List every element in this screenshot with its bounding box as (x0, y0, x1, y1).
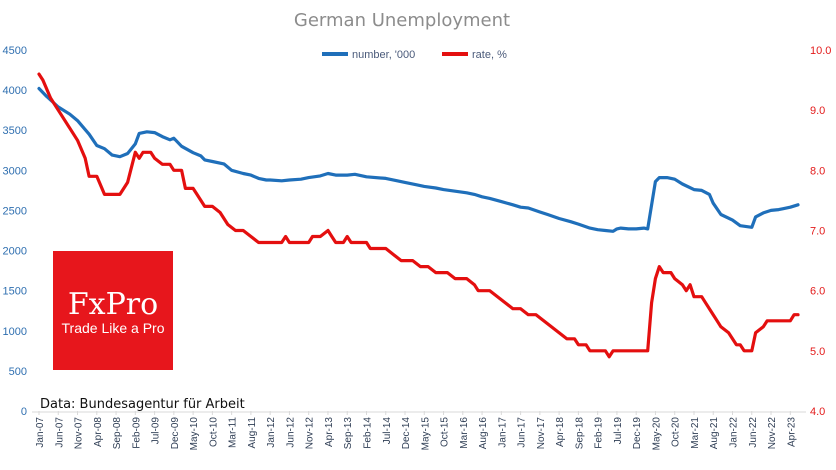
y-left-tick-label: 0 (21, 406, 27, 418)
x-tick-label: Apr-08 (93, 417, 104, 447)
y-right-tick-label: 6.0 (810, 286, 825, 298)
y-left-tick-label: 500 (9, 366, 27, 378)
y-left-tick-label: 1000 (3, 326, 27, 338)
x-tick-label: Dec-09 (170, 417, 181, 450)
data-source: Data: Bundesagentur für Arbeit (40, 397, 245, 412)
x-tick-label: Sep-13 (343, 417, 354, 450)
logo: FxPro Trade Like a Pro (53, 251, 173, 370)
x-tick-label: May-20 (651, 417, 662, 451)
right-axis: 4.0 5.0 6.0 7.0 8.0 9.0 10.0 (810, 45, 831, 418)
x-tick-label: Oct-20 (671, 417, 682, 447)
x-tick-label: Nov-17 (536, 417, 547, 450)
x-tick-label: Jul-09 (151, 417, 162, 445)
y-left-tick-label: 4500 (3, 45, 27, 57)
x-tick-label: Jan-12 (266, 417, 277, 448)
x-tick-label: Mar-16 (459, 417, 470, 449)
x-tick-label: Oct-15 (440, 417, 451, 447)
x-tick-label: Mar-11 (228, 417, 239, 448)
x-tick-label: Jul-19 (613, 417, 624, 445)
x-tick-label: Jan-17 (497, 417, 508, 448)
x-tick-label: Sep-08 (112, 417, 123, 450)
series-line-rate (37, 72, 800, 359)
x-tick-label: Jun-17 (517, 417, 528, 448)
y-right-tick-label: 10.0 (810, 45, 831, 57)
x-tick-label: Dec-19 (632, 417, 643, 450)
x-tick-label: Apr-18 (555, 417, 566, 447)
x-tick-label: Aug-16 (478, 417, 489, 450)
x-tick-label: Jul-14 (382, 417, 393, 445)
x-tick-label: Nov-07 (74, 417, 85, 450)
y-left-tick-label: 2000 (3, 246, 27, 258)
logo-tagline: Trade Like a Pro (62, 320, 165, 336)
y-right-tick-label: 8.0 (810, 165, 825, 177)
x-tick-label: Apr-23 (786, 417, 797, 447)
x-tick-label: May-15 (420, 417, 431, 451)
y-left-tick-label: 3000 (3, 165, 27, 177)
x-tick-label: Jun-07 (54, 417, 65, 448)
x-tick-label: Oct-10 (208, 417, 219, 447)
x-tick-label: Sep-18 (574, 417, 585, 450)
x-tick-label: Nov-12 (305, 417, 316, 450)
y-left-tick-label: 4000 (3, 85, 27, 97)
legend-label-number: number, '000 (352, 49, 415, 61)
y-right-tick-label: 9.0 (810, 105, 825, 117)
x-tick-label: Jan-22 (729, 417, 740, 448)
y-right-tick-label: 7.0 (810, 226, 825, 238)
x-tick-label: Apr-13 (324, 417, 335, 447)
chart-title: German Unemployment (294, 10, 510, 31)
x-tick-label: Dec-14 (401, 417, 412, 450)
y-left-tick-label: 3500 (3, 125, 27, 137)
legend: number, '000 rate, % (322, 49, 507, 61)
series-line-number (37, 86, 800, 233)
x-tick-label: May-10 (189, 417, 200, 451)
x-tick-label: Jun-22 (748, 417, 759, 448)
x-tick-label: Feb-19 (594, 417, 605, 449)
legend-label-rate: rate, % (472, 49, 507, 61)
x-tick-label: Jun-12 (285, 417, 296, 448)
y-right-tick-label: 5.0 (810, 346, 825, 358)
x-tick-label: Feb-14 (362, 417, 373, 449)
y-left-tick-label: 1500 (3, 286, 27, 298)
y-right-tick-label: 4.0 (810, 406, 825, 418)
x-tick-label: Feb-09 (131, 417, 142, 449)
x-tick-label: Nov-22 (767, 417, 778, 450)
logo-brand: FxPro (68, 287, 158, 322)
x-tick-label: Jan-07 (35, 417, 46, 448)
x-tick-label: Mar-21 (690, 417, 701, 449)
x-axis: Jan-07 Jun-07 Nov-07 Apr-08 Sep-08 Feb-09 Jul-… (32, 411, 806, 450)
logo-background (53, 251, 173, 370)
x-tick-label: Aug-21 (709, 417, 720, 450)
left-axis: 0 500 1000 1500 2000 2500 3000 3500 4000 4500 (3, 45, 27, 418)
y-left-tick-label: 2500 (3, 205, 27, 217)
x-tick-label: Aug-11 (247, 417, 258, 449)
